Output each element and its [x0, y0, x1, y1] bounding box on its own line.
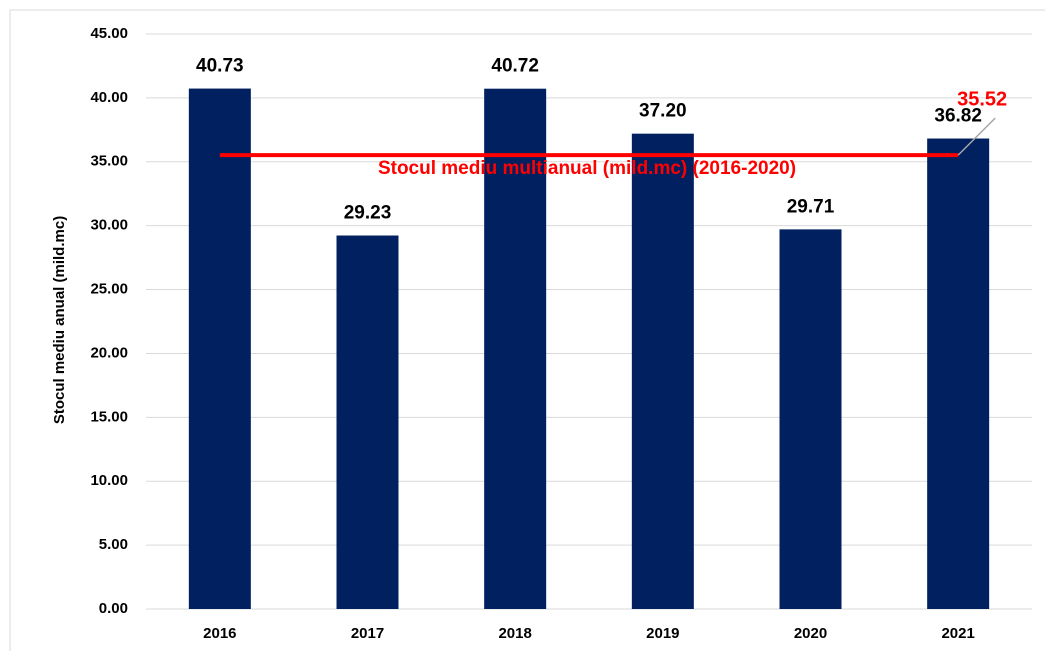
y-tick-label: 5.00	[99, 536, 128, 553]
x-tick-label: 2017	[351, 625, 384, 642]
data-label: 37.20	[639, 101, 687, 122]
y-tick-label: 35.00	[90, 153, 128, 170]
bar	[927, 138, 990, 609]
y-tick-label: 40.00	[90, 89, 128, 106]
data-label: 40.72	[491, 56, 539, 77]
x-tick-label: 2020	[794, 625, 827, 642]
data-label: 29.23	[344, 203, 392, 224]
leader-line	[957, 117, 996, 156]
y-tick-label: 15.00	[90, 408, 128, 425]
x-tick-label: 2021	[941, 625, 974, 642]
y-tick-label: 30.00	[90, 217, 128, 234]
bar	[631, 133, 694, 609]
x-tick-label: 2016	[203, 625, 236, 642]
y-tick-label: 0.00	[99, 600, 128, 617]
data-label: 40.73	[196, 56, 244, 77]
bar	[336, 235, 399, 609]
x-tick-label: 2019	[646, 625, 679, 642]
x-tick-label: 2018	[498, 625, 531, 642]
chart-frame	[9, 9, 1045, 651]
bar	[484, 88, 547, 609]
y-tick-label: 25.00	[90, 281, 128, 298]
reference-value-label: 35.52	[957, 88, 1007, 110]
y-tick-label: 45.00	[90, 25, 128, 42]
reference-label: Stocul mediu multianual (mild.mc) (2016-…	[378, 158, 796, 179]
y-tick-label: 10.00	[90, 472, 128, 489]
data-label: 36.82	[934, 106, 982, 127]
y-axis-title: Stocul mediu anual (mild.mc)	[51, 216, 68, 424]
data-label: 29.71	[787, 196, 835, 217]
bar	[779, 229, 842, 609]
y-tick-label: 20.00	[90, 344, 128, 361]
bar	[188, 88, 251, 610]
